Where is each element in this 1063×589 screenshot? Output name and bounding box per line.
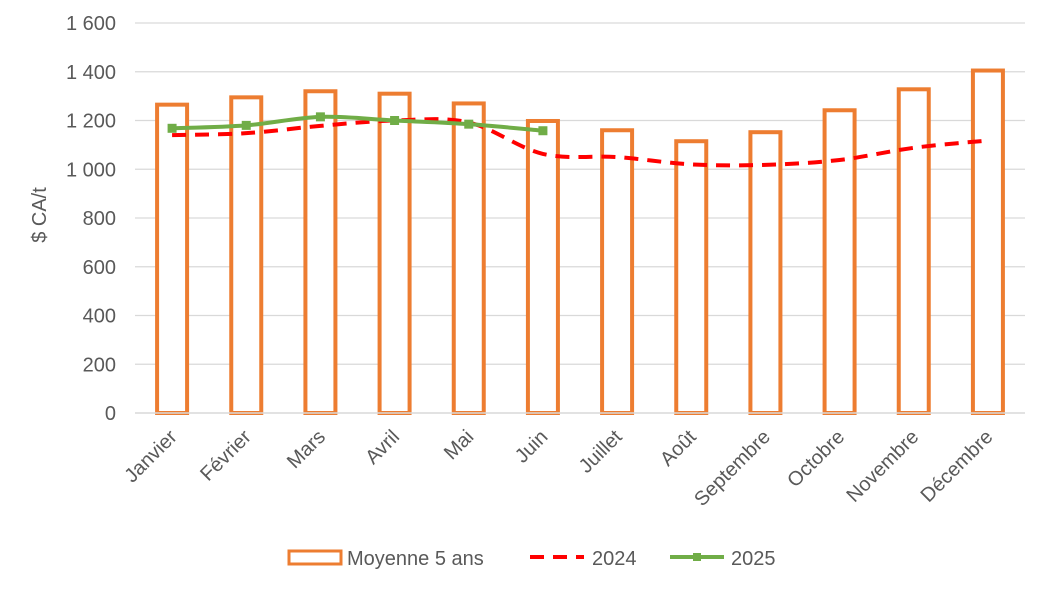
x-axis-ticks: Janvier Février Mars Avril Mai Juin Juillet Aoû… bbox=[120, 426, 997, 511]
y-tick-label: 1 400 bbox=[66, 62, 116, 84]
bar-4 bbox=[377, 91, 412, 415]
x-tick-label: Mars bbox=[283, 426, 330, 473]
y-axis-title: $ CA/t bbox=[29, 187, 51, 243]
y-tick-label: 400 bbox=[83, 306, 116, 328]
y-tick-label: 1 600 bbox=[66, 13, 116, 35]
bar-8 bbox=[674, 139, 709, 415]
bar-2 bbox=[229, 95, 264, 415]
bar-7 bbox=[600, 128, 635, 415]
x-tick-label: Décembre bbox=[917, 426, 998, 507]
point-2025-6 bbox=[538, 126, 548, 136]
x-tick-label: Avril bbox=[361, 426, 404, 469]
y-tick-label: 1 200 bbox=[66, 111, 116, 133]
point-2025-1 bbox=[167, 123, 177, 133]
bar-11 bbox=[896, 87, 931, 416]
x-tick-label: Août bbox=[656, 426, 701, 471]
x-tick-label: Septembre bbox=[690, 426, 775, 511]
x-tick-label: Novembre bbox=[842, 426, 923, 507]
point-2025-3 bbox=[315, 112, 325, 122]
legend-label-moyenne-5-ans: Moyenne 5 ans bbox=[347, 548, 484, 570]
bar-10 bbox=[822, 108, 857, 415]
line2024-path bbox=[172, 117, 989, 168]
bar-9 bbox=[748, 130, 783, 415]
gridlines bbox=[135, 22, 1025, 365]
bar-series-moyenne-5-ans bbox=[155, 68, 1005, 416]
y-tick-label: 600 bbox=[83, 257, 116, 279]
y-tick-label: 200 bbox=[83, 354, 116, 376]
legend-label-2024: 2024 bbox=[592, 548, 637, 570]
line-series-2025 bbox=[167, 112, 548, 136]
legend-label-2025: 2025 bbox=[731, 548, 776, 570]
bar-6 bbox=[525, 118, 560, 416]
line2025-path bbox=[172, 114, 544, 133]
y-tick-label: 1 000 bbox=[66, 159, 116, 181]
x-tick-label: Mai bbox=[440, 426, 478, 464]
y-tick-label: 0 bbox=[105, 403, 116, 425]
x-tick-label: Juillet bbox=[575, 426, 627, 478]
point-2025-5 bbox=[464, 119, 474, 129]
point-2025-2 bbox=[241, 120, 251, 130]
legend-marker-2025 bbox=[693, 553, 701, 561]
point-2025-4 bbox=[390, 116, 400, 125]
x-tick-label: Janvier bbox=[120, 426, 181, 487]
bar-12 bbox=[970, 68, 1005, 415]
x-tick-label: Juin bbox=[511, 426, 553, 468]
bar-3 bbox=[303, 89, 338, 415]
x-tick-label: Février bbox=[196, 426, 256, 486]
x-tick-label: Octobre bbox=[783, 426, 849, 492]
line-series-2024 bbox=[172, 117, 989, 168]
bar-5 bbox=[451, 101, 486, 415]
legend-swatch-moyenne-5-ans bbox=[287, 549, 343, 566]
legend: Moyenne 5 ans 2024 2025 bbox=[287, 548, 776, 570]
y-tick-label: 800 bbox=[83, 208, 116, 230]
y-axis-ticks: 0 200 400 600 800 1 000 1 200 1 400 1 600 bbox=[66, 13, 116, 425]
bar-1 bbox=[155, 102, 190, 415]
